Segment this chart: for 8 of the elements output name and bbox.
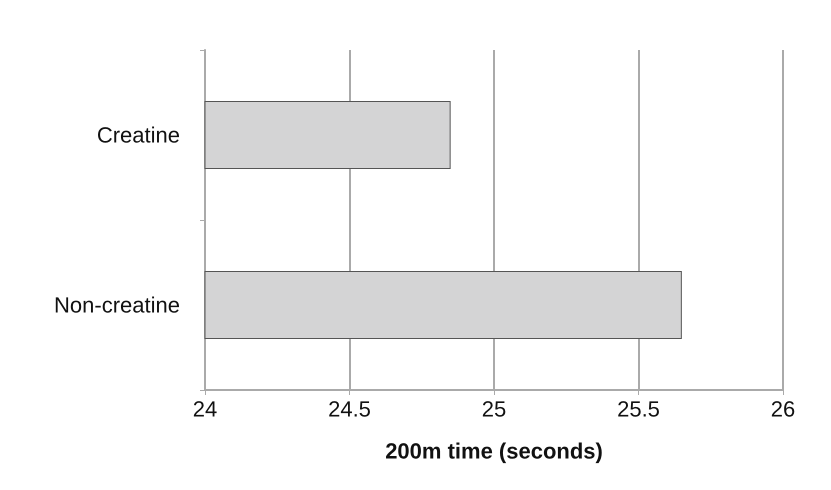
x-tick-label: 26 [770, 396, 796, 422]
x-tick-label: 25.5 [617, 396, 660, 422]
y-tick-label: Non-creatine [54, 292, 180, 318]
x-tick-label: 25 [482, 396, 506, 422]
x-tick-label: 24.5 [328, 396, 371, 422]
y-tick-label: Creatine [96, 122, 180, 148]
x-tick-label: 24 [192, 396, 218, 422]
x-axis-title: 200m time (seconds) [385, 438, 603, 464]
